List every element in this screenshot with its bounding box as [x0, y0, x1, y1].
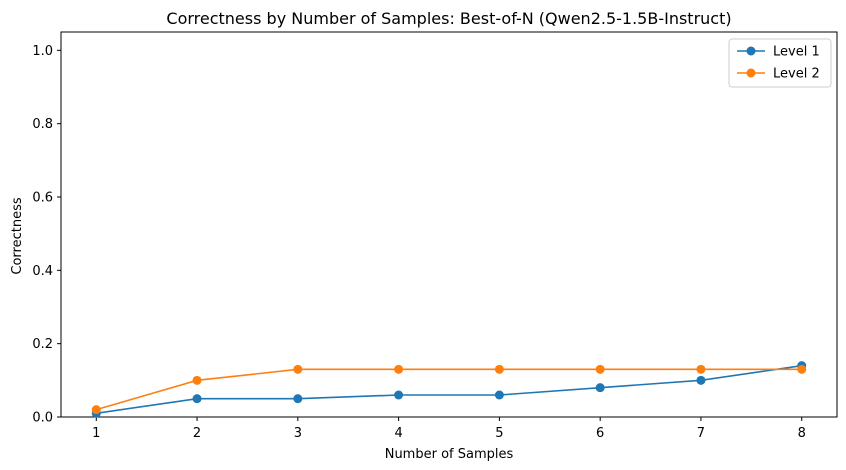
data-point-level-1: [394, 390, 404, 400]
data-point-level-2: [91, 405, 101, 415]
data-point-level-2: [494, 364, 504, 374]
x-tick-label: 2: [193, 426, 201, 441]
legend-marker: [746, 46, 756, 56]
x-tick-label: 8: [798, 426, 806, 441]
data-point-level-1: [494, 390, 504, 400]
series-line-level-2: [96, 368, 802, 411]
x-tick-label: 4: [394, 426, 402, 441]
data-point-level-1: [192, 394, 202, 404]
data-point-level-2: [394, 364, 404, 374]
chart-title: Correctness by Number of Samples: Best-o…: [166, 9, 731, 28]
legend-label: Level 2: [773, 67, 820, 82]
y-tick-label: 0.8: [32, 117, 53, 132]
data-point-level-2: [797, 364, 807, 374]
data-point-level-1: [696, 375, 706, 385]
data-point-level-2: [293, 364, 303, 374]
legend-label: Level 1: [773, 45, 820, 60]
x-axis-label: Number of Samples: [385, 447, 514, 462]
x-axis: 1 2 3 4 5 6 7 8: [92, 417, 806, 441]
x-tick-label: 6: [596, 426, 604, 441]
y-tick-label: 0.6: [32, 191, 53, 206]
x-tick-label: 5: [495, 426, 503, 441]
plot-frame: [60, 31, 838, 418]
data-point-level-2: [696, 364, 706, 374]
data-point-level-1: [595, 383, 605, 393]
legend: Level 1 Level 2: [728, 38, 832, 88]
data-point-level-2: [192, 375, 202, 385]
data-point-level-1: [293, 394, 303, 404]
y-tick-label: 1.0: [32, 44, 53, 59]
y-tick-label: 0.2: [32, 337, 53, 352]
x-tick-label: 3: [294, 426, 302, 441]
x-tick-label: 1: [92, 426, 100, 441]
x-tick-label: 7: [697, 426, 705, 441]
series-layer: [91, 361, 807, 418]
y-axis: 0.0 0.2 0.4 0.6 0.8 1.0: [32, 44, 61, 426]
y-tick-label: 0.4: [32, 264, 53, 279]
legend-marker: [746, 68, 756, 78]
y-tick-label: 0.0: [32, 411, 53, 426]
data-point-level-2: [595, 364, 605, 374]
plot-area: [60, 31, 838, 418]
series-line-level-1: [96, 364, 802, 415]
y-axis-label: Correctness: [10, 197, 25, 274]
